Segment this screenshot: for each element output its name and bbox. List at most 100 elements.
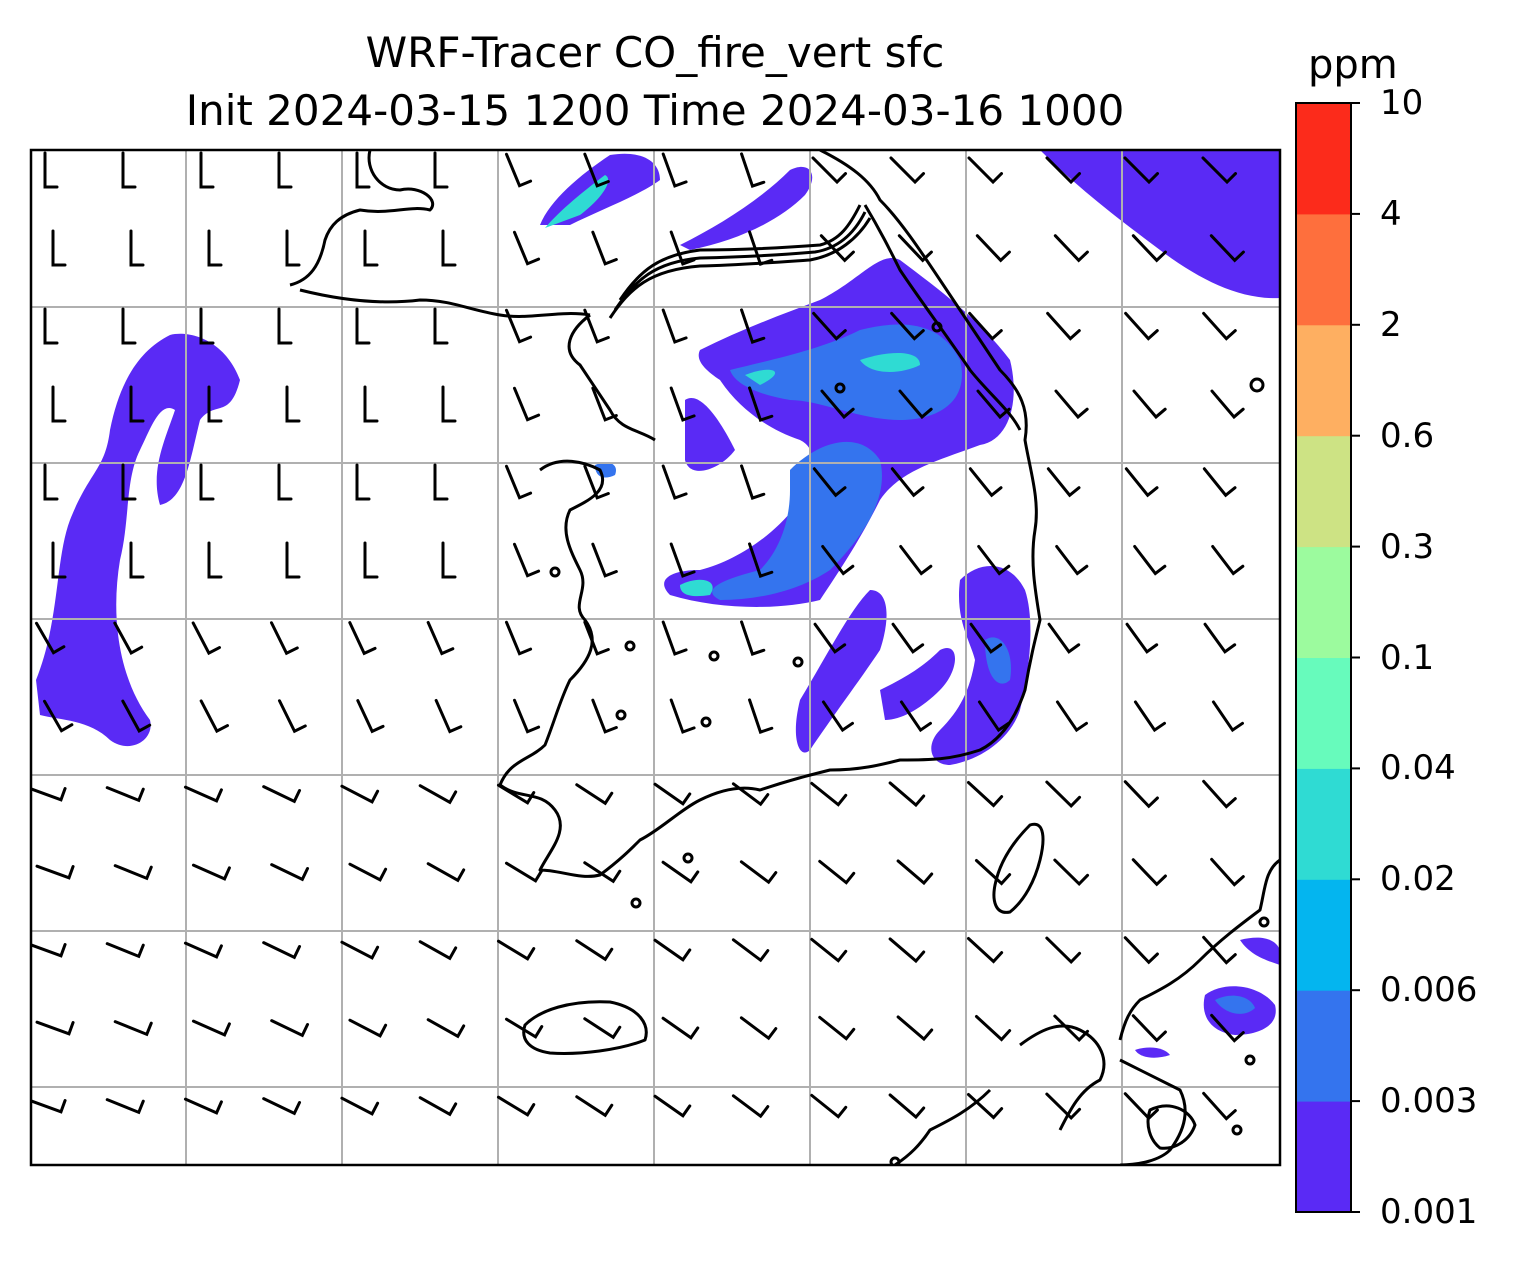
wind-barb <box>1123 780 1159 809</box>
wind-barb <box>504 1017 544 1039</box>
wind-barb <box>890 467 925 498</box>
wind-barb <box>43 151 59 189</box>
wind-barb <box>1125 622 1159 654</box>
wind-barb <box>1045 1092 1082 1121</box>
wind-barb <box>669 230 696 266</box>
wind-barb <box>583 152 610 188</box>
wind-barb <box>43 699 74 733</box>
wind-barb <box>43 463 59 501</box>
wind-barb <box>897 234 933 263</box>
wind-barb <box>818 859 856 885</box>
wind-barb <box>966 781 1004 808</box>
wind-barb <box>661 1016 700 1040</box>
colorbar-bin <box>1296 768 1351 880</box>
wind-barb <box>433 151 449 189</box>
wind-barb <box>1202 935 1237 965</box>
wind-barb <box>748 386 774 423</box>
wind-barb <box>811 156 848 185</box>
wind-barb <box>966 1093 1004 1120</box>
wind-barb <box>583 1017 622 1040</box>
colorbar <box>1295 102 1360 1213</box>
colorbar-tick-label: 2 <box>1380 304 1402 345</box>
wind-barb <box>270 863 310 882</box>
colorbar-tick-label: 4 <box>1380 193 1402 234</box>
wind-barb <box>1201 156 1238 185</box>
wind-barb <box>363 541 379 579</box>
wind-barb <box>199 307 215 345</box>
wind-barb <box>1132 389 1167 420</box>
wind-barb <box>512 386 541 422</box>
wind-barb <box>810 1093 848 1119</box>
wind-barb <box>810 781 848 807</box>
colorbar-tick-label: 0.001 <box>1380 1192 1478 1232</box>
wind-barb <box>974 1015 1012 1042</box>
wind-barb <box>277 699 307 734</box>
wind-barb <box>591 698 618 734</box>
wind-barb <box>340 1096 380 1116</box>
wind-barb <box>1045 156 1082 185</box>
colorbar-tick-label: 0.04 <box>1380 748 1456 789</box>
wind-barb <box>1046 467 1081 498</box>
wind-barb <box>888 937 926 964</box>
wind-barb <box>113 864 153 881</box>
colorbar-tick-label: 0.006 <box>1380 970 1478 1011</box>
wind-barb <box>433 463 449 501</box>
wind-barb <box>105 942 145 959</box>
wind-barb <box>812 311 847 341</box>
wind-barb <box>35 621 66 655</box>
wind-barb <box>748 230 774 267</box>
wind-barb <box>1210 857 1245 887</box>
wind-barb <box>1131 234 1167 263</box>
wind-barb <box>121 699 152 733</box>
wind-barb <box>1202 779 1237 809</box>
wind-barb <box>1123 1092 1159 1121</box>
wind-barb <box>1133 544 1167 576</box>
wind-barb <box>348 1018 388 1038</box>
wind-barb <box>821 700 854 733</box>
wind-barb <box>748 698 774 735</box>
wind-barb <box>969 622 1003 654</box>
wind-barb <box>653 1094 692 1118</box>
colorbar-tick-label: 0.1 <box>1380 637 1435 678</box>
wind-barb <box>583 464 610 500</box>
wind-barb <box>183 785 223 803</box>
wind-barb <box>207 541 223 579</box>
colorbar-tick-label: 0.02 <box>1380 859 1456 900</box>
map-title-line2: Init 2024-03-15 1200 Time 2024-03-16 100… <box>185 86 1125 135</box>
wind-barb <box>285 385 301 423</box>
wind-barb <box>426 620 455 656</box>
wind-barb <box>731 1094 770 1119</box>
wind-barb <box>426 1018 466 1039</box>
wind-barb <box>890 311 925 341</box>
wind-barb <box>355 307 371 345</box>
wind-barb <box>262 941 302 960</box>
colorbar-bin <box>1296 990 1351 1102</box>
wind-barb <box>899 700 932 733</box>
wind-barb <box>739 1016 778 1041</box>
wind-barb <box>285 541 301 579</box>
wind-barb <box>504 620 533 656</box>
colorbar-bin <box>1296 657 1351 769</box>
wind-barb <box>191 1019 231 1037</box>
wind-barb <box>113 1020 153 1037</box>
wind-barb <box>207 229 223 267</box>
wind-barb <box>121 151 137 189</box>
wind-barb <box>812 467 847 498</box>
wind-barb <box>896 859 934 886</box>
wind-barb <box>575 783 614 806</box>
wind-barb <box>348 862 388 882</box>
wind-barb <box>348 621 377 656</box>
wind-barb <box>277 463 293 501</box>
wind-barb <box>183 941 223 959</box>
wind-barb <box>31 787 67 802</box>
wind-barb <box>889 156 926 185</box>
wind-barb <box>1202 311 1237 341</box>
wind-barb <box>1053 234 1089 263</box>
map-background <box>31 150 1280 1165</box>
wind-barb <box>285 229 301 267</box>
wind-barb <box>739 860 778 885</box>
wind-barb <box>35 1020 75 1036</box>
wind-barb <box>418 1096 458 1117</box>
wind-barb <box>899 544 933 576</box>
